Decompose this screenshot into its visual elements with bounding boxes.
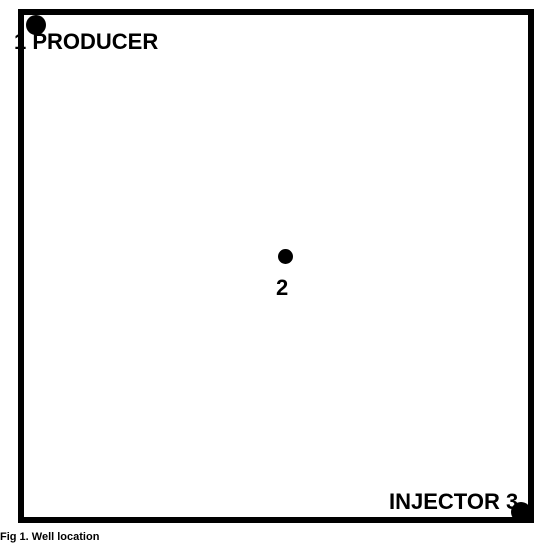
figure-caption: Fig 1. Well location [0, 531, 99, 543]
well-3-label: INJECTOR 3 [389, 489, 518, 515]
well-2-label: 2 [276, 275, 288, 301]
well-2-dot [278, 249, 293, 264]
plot-border [18, 9, 534, 523]
well-1-label: 1 PRODUCER [14, 29, 158, 55]
